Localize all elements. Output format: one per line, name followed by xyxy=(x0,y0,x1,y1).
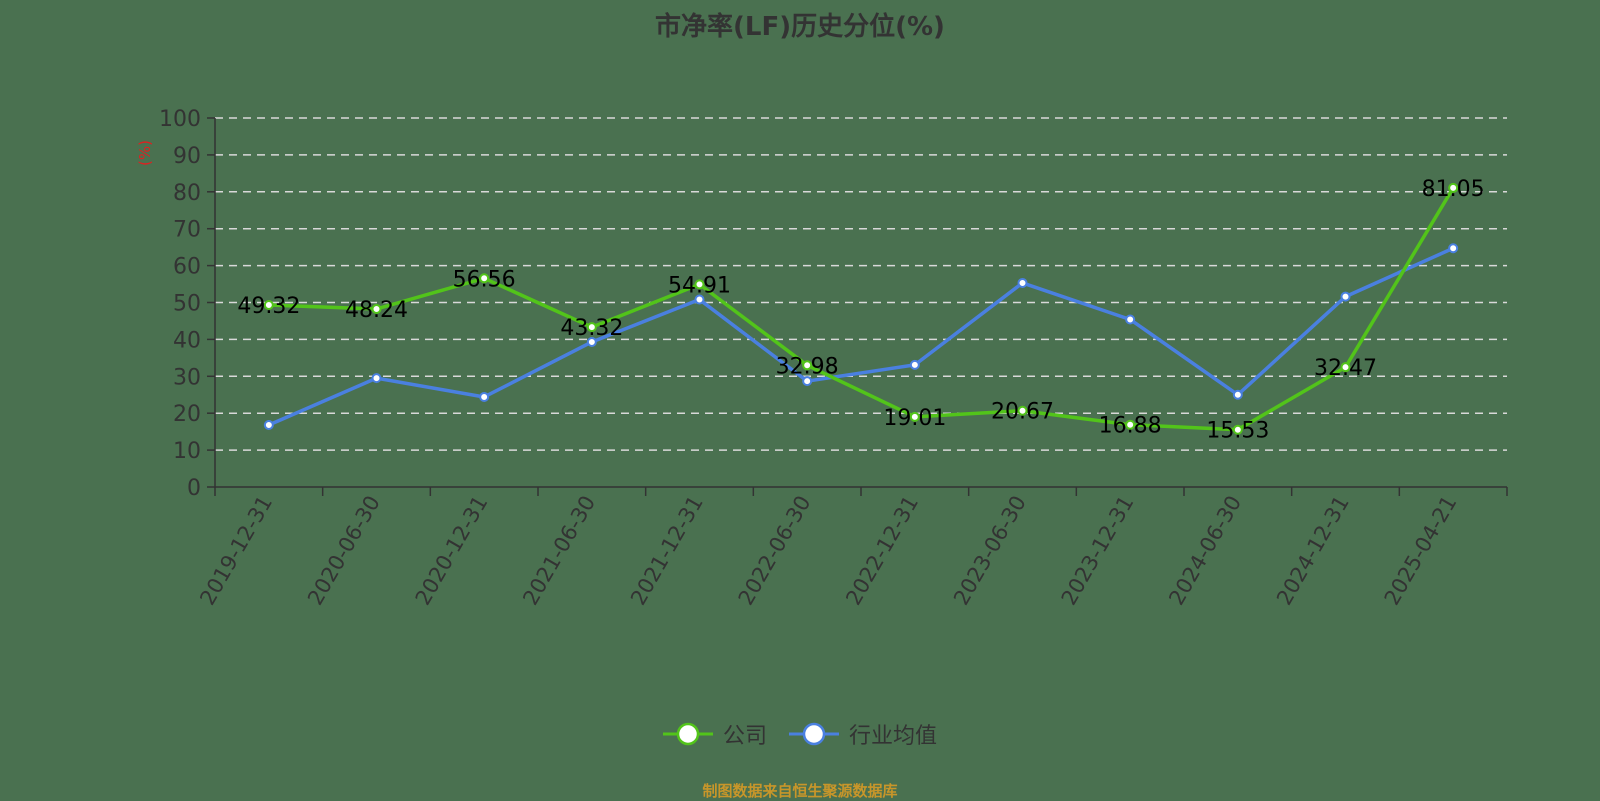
data-point[interactable] xyxy=(694,294,705,305)
data-point[interactable] xyxy=(371,373,382,384)
data-point[interactable] xyxy=(1017,277,1028,288)
data-point[interactable] xyxy=(802,376,813,387)
data-point[interactable] xyxy=(1340,291,1351,302)
data-point[interactable] xyxy=(909,411,920,422)
y-tick-label: 50 xyxy=(173,292,201,317)
y-tick-label: 70 xyxy=(173,218,201,243)
data-label: 16.88 xyxy=(1099,414,1162,439)
x-tick-label: 2025-04-21 xyxy=(1380,492,1462,610)
legend-item-industry-avg[interactable]: 行业均值 xyxy=(789,718,937,750)
data-source-note: 制图数据来自恒生聚源数据库 xyxy=(702,782,898,800)
data-label: 49.32 xyxy=(237,294,300,319)
data-label: 43.32 xyxy=(560,316,623,341)
x-tick-label: 2024-06-30 xyxy=(1164,492,1246,610)
data-point[interactable] xyxy=(694,279,705,290)
data-point[interactable] xyxy=(371,303,382,314)
x-tick-label: 2024-12-31 xyxy=(1272,492,1354,610)
data-point[interactable] xyxy=(1232,389,1243,400)
legend-marker-industry-icon xyxy=(789,722,839,746)
data-point[interactable] xyxy=(1340,362,1351,373)
data-point[interactable] xyxy=(1125,314,1136,325)
legend-label-company: 公司 xyxy=(722,724,767,749)
x-tick-label: 2021-12-31 xyxy=(626,492,708,610)
y-tick-label: 10 xyxy=(173,439,201,464)
data-point[interactable] xyxy=(586,322,597,333)
legend: 公司 行业均值 xyxy=(0,718,1600,750)
data-point[interactable] xyxy=(263,420,274,431)
x-tick-label: 2020-12-31 xyxy=(411,492,493,610)
data-point[interactable] xyxy=(586,336,597,347)
data-point[interactable] xyxy=(909,359,920,370)
legend-marker-company-icon xyxy=(662,722,713,746)
legend-label-industry-avg: 行业均值 xyxy=(849,724,938,749)
data-label: 15.53 xyxy=(1206,419,1269,444)
x-tick-label: 2023-06-30 xyxy=(949,492,1031,610)
legend-item-company[interactable]: 公司 xyxy=(662,718,767,750)
x-tick-label: 2023-12-31 xyxy=(1057,492,1139,610)
x-tick-label: 2021-06-30 xyxy=(518,492,600,610)
data-point[interactable] xyxy=(1448,182,1459,193)
data-point[interactable] xyxy=(1125,419,1136,430)
y-tick-label: 0 xyxy=(187,476,201,501)
y-tick-label: 20 xyxy=(173,402,201,427)
y-tick-label: 40 xyxy=(173,328,201,353)
data-label: 19.01 xyxy=(883,406,946,431)
y-tick-label: 80 xyxy=(173,181,201,206)
data-point[interactable] xyxy=(1232,424,1243,435)
x-tick-label: 2022-12-31 xyxy=(841,492,923,610)
x-tick-label: 2022-06-30 xyxy=(734,492,816,610)
data-point[interactable] xyxy=(479,273,490,284)
data-point[interactable] xyxy=(1448,243,1459,254)
y-tick-label: 100 xyxy=(159,107,201,132)
y-tick-label: 30 xyxy=(173,365,201,390)
data-label: 20.67 xyxy=(991,400,1054,425)
data-point[interactable] xyxy=(1017,405,1028,416)
series-line xyxy=(268,246,1454,427)
data-label: 32.98 xyxy=(776,354,839,379)
series-line xyxy=(268,187,1455,432)
data-label: 54.91 xyxy=(668,273,731,298)
data-label: 81.05 xyxy=(1422,177,1485,202)
x-tick-label: 2020-06-30 xyxy=(303,492,385,610)
x-tick-label: 2019-12-31 xyxy=(195,492,277,610)
data-label: 32.47 xyxy=(1314,356,1377,381)
y-axis-unit-label: (%) xyxy=(136,140,154,166)
data-point[interactable] xyxy=(263,300,274,311)
chart-title: 市净率(LF)历史分位(%) xyxy=(655,12,945,42)
data-label: 56.56 xyxy=(453,267,516,292)
y-tick-label: 90 xyxy=(173,144,201,169)
data-point[interactable] xyxy=(479,391,490,402)
data-point[interactable] xyxy=(802,360,813,371)
data-label: 48.24 xyxy=(345,298,408,323)
y-tick-label: 60 xyxy=(173,255,201,280)
